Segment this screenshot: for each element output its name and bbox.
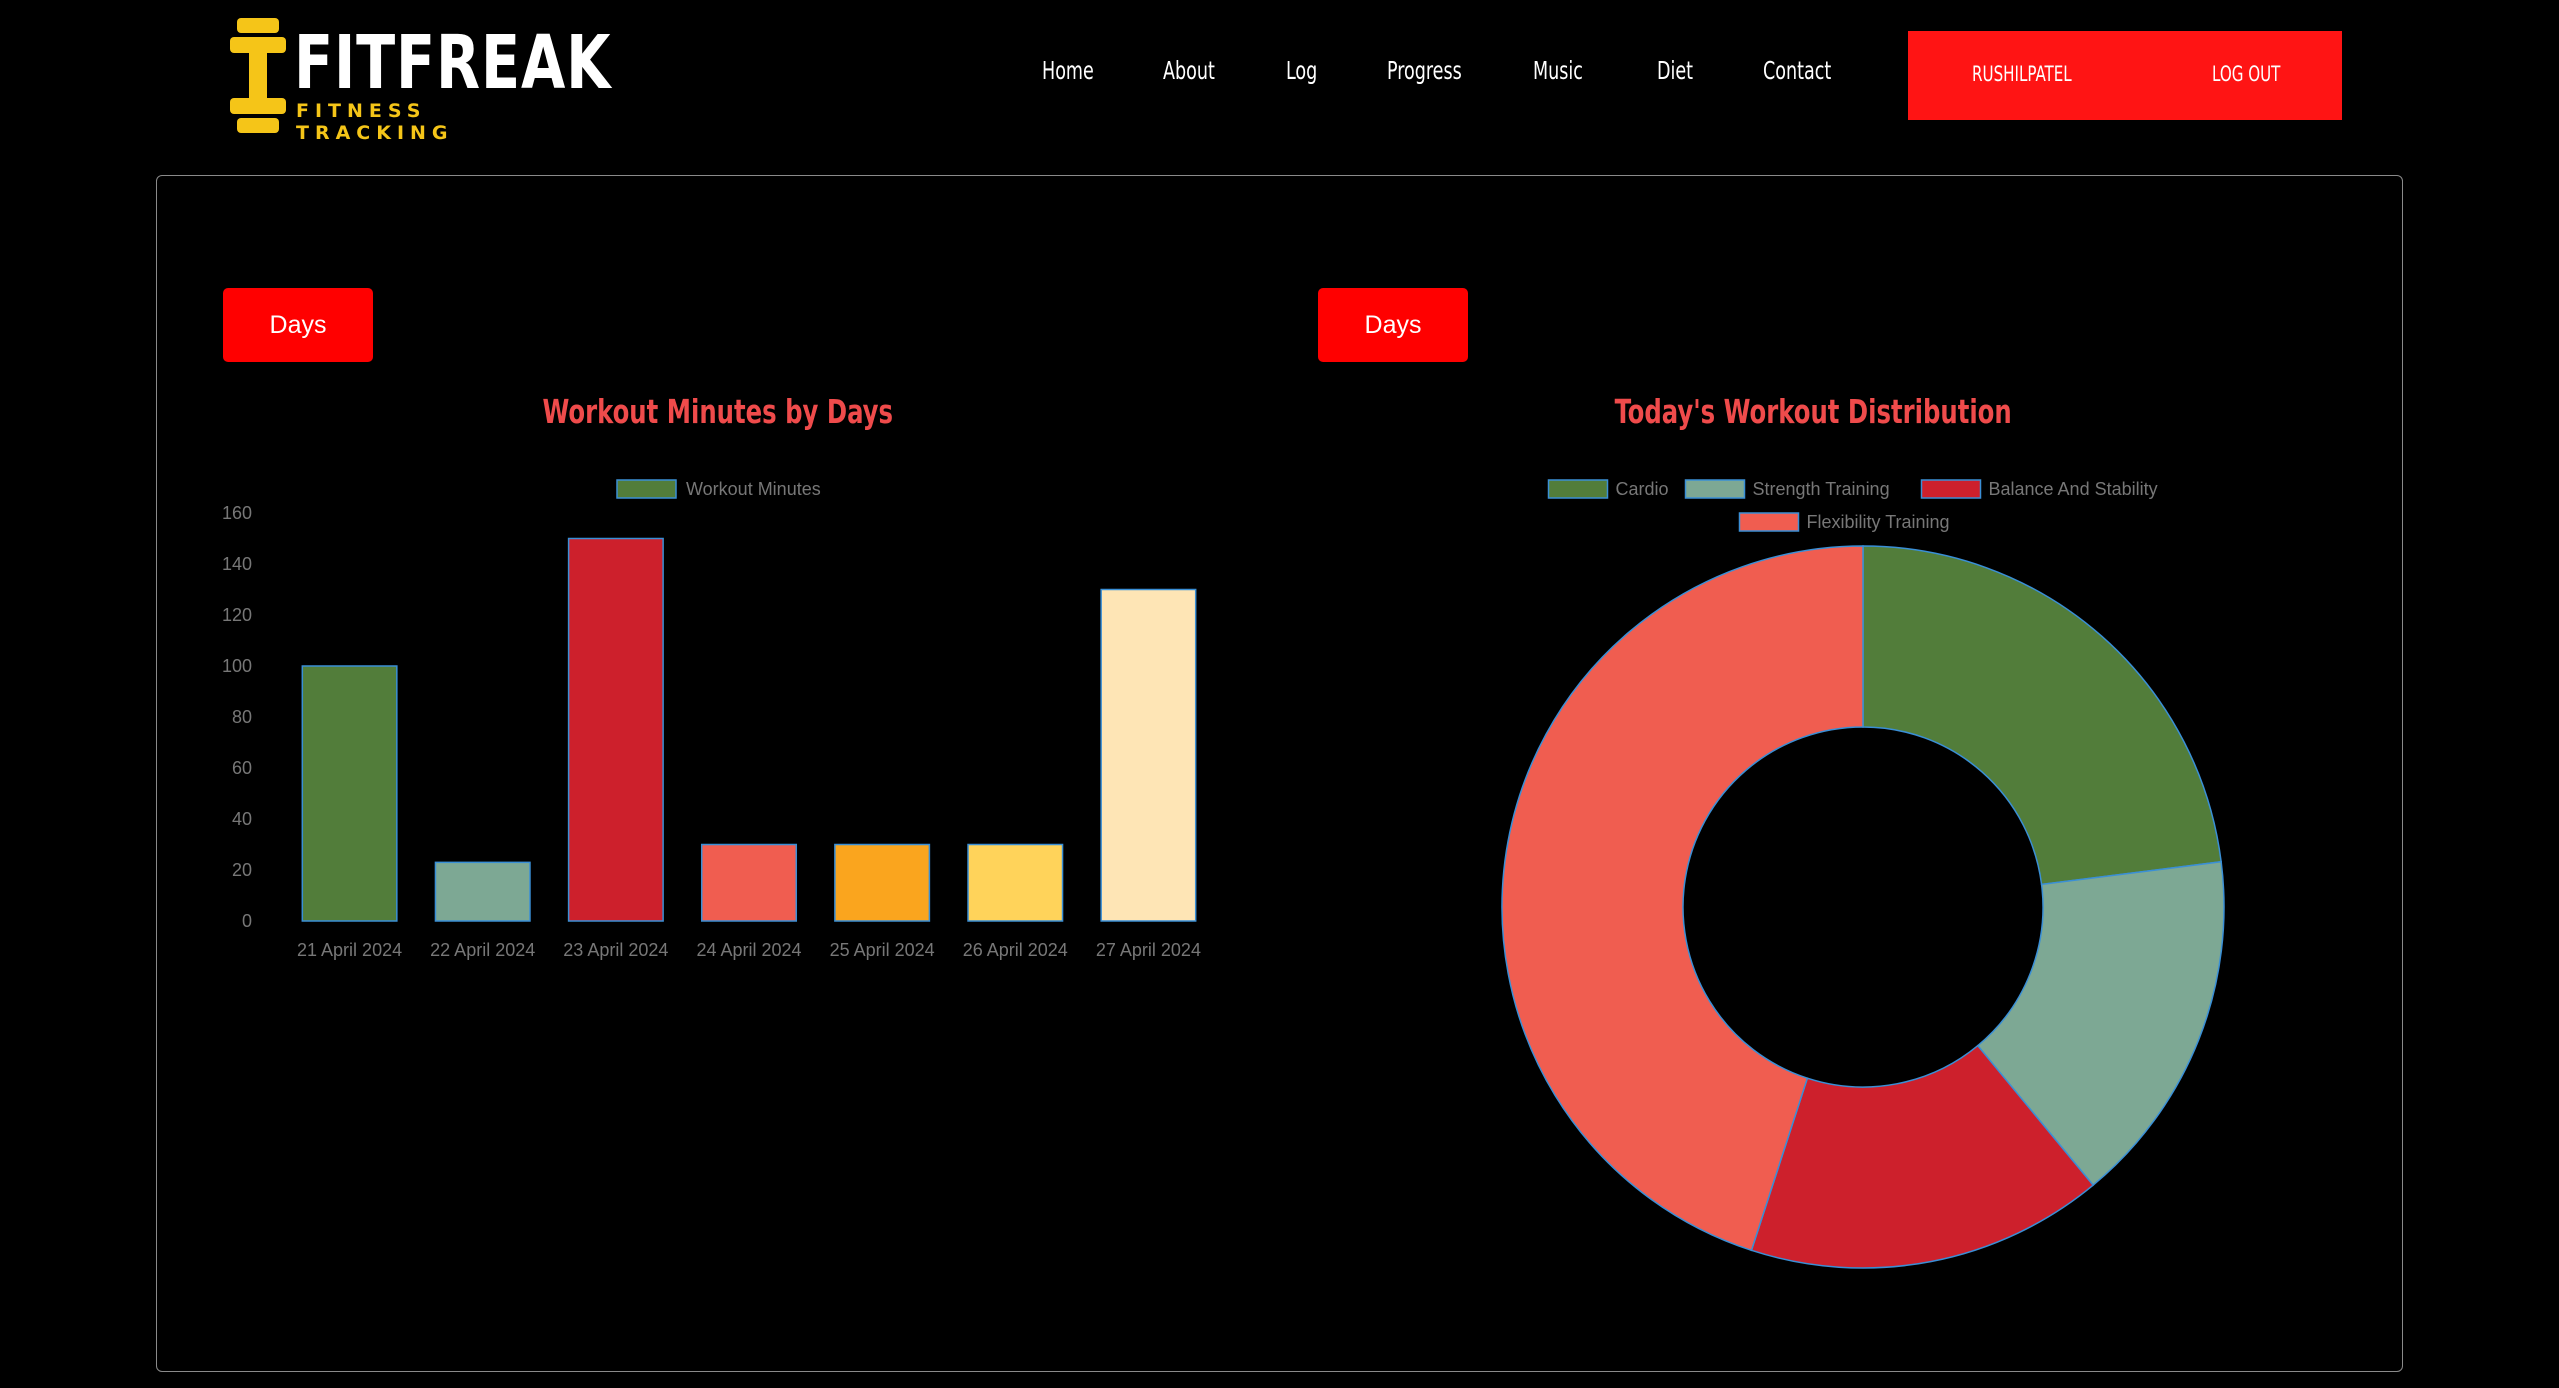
brand-name: FITFREAK <box>294 20 612 106</box>
x-tick-label: 26 April 2024 <box>963 940 1068 960</box>
bar-24-april-2024 <box>700 843 798 922</box>
x-tick-label: 25 April 2024 <box>830 940 935 960</box>
logout-button[interactable]: LOG OUT <box>2212 62 2281 86</box>
dumbbell-icon <box>230 18 286 133</box>
nav-progress[interactable]: Progress <box>1387 56 1462 85</box>
brand-tagline: FITNESS TRACKING <box>296 100 454 144</box>
slice-strength-training <box>1976 860 2225 1187</box>
nav-home[interactable]: Home <box>1042 56 1094 85</box>
legend-label: Flexibility Training <box>1807 512 1950 532</box>
y-tick-label: 20 <box>232 860 252 880</box>
bar-25-april-2024 <box>834 843 931 922</box>
legend-label: Strength Training <box>1753 479 1890 499</box>
days-filter-button-right[interactable]: Days <box>1318 288 1468 362</box>
x-tick-label: 24 April 2024 <box>696 940 801 960</box>
bar-21-april-2024 <box>301 665 398 922</box>
nav-log[interactable]: Log <box>1286 56 1318 85</box>
days-filter-button-left[interactable]: Days <box>223 288 373 362</box>
slice-balance-and-stability <box>1750 1044 2095 1269</box>
legend-swatch <box>1920 479 1982 499</box>
x-tick-label: 27 April 2024 <box>1096 940 1201 960</box>
nav-contact[interactable]: Contact <box>1763 56 1832 85</box>
legend-label: Cardio <box>1616 479 1669 499</box>
y-tick-label: 40 <box>232 809 252 829</box>
y-tick-label: 60 <box>232 758 252 778</box>
slice-flexibility-training <box>1501 545 1864 1252</box>
legend-swatch <box>1738 512 1800 532</box>
legend-swatch <box>1684 479 1746 499</box>
legend-swatch <box>616 479 677 499</box>
username-link[interactable]: RUSHILPATEL <box>1972 62 2072 86</box>
x-tick-label: 23 April 2024 <box>563 940 668 960</box>
bar-legend: Workout Minutes <box>616 479 821 499</box>
nav-music[interactable]: Music <box>1533 56 1583 85</box>
dashboard-panel <box>156 175 2403 1372</box>
bar-23-april-2024 <box>567 537 664 922</box>
y-tick-label: 160 <box>222 503 252 523</box>
y-tick-label: 100 <box>222 656 252 676</box>
bar-22-april-2024 <box>434 861 531 922</box>
brand-logo[interactable]: FITFREAK FITNESS TRACKING <box>230 18 611 144</box>
bar-26-april-2024 <box>967 843 1064 922</box>
pie-chart-title: Today's Workout Distribution <box>1614 392 2012 431</box>
bar-27-april-2024 <box>1100 588 1197 922</box>
legend-label: Balance And Stability <box>1989 479 2158 499</box>
y-tick-label: 140 <box>222 554 252 574</box>
x-tick-label: 21 April 2024 <box>297 940 402 960</box>
bar-chart-title: Workout Minutes by Days <box>542 392 894 431</box>
x-tick-label: 22 April 2024 <box>430 940 535 960</box>
y-tick-label: 0 <box>242 911 252 931</box>
y-tick-label: 120 <box>222 605 252 625</box>
nav-diet[interactable]: Diet <box>1657 56 1694 85</box>
nav-about[interactable]: About <box>1163 56 1215 85</box>
main-nav: Home About Log Progress Music Diet Conta… <box>0 56 2559 96</box>
legend-label: Workout Minutes <box>686 479 821 499</box>
y-tick-label: 80 <box>232 707 252 727</box>
user-menu: RUSHILPATEL LOG OUT <box>1908 31 2342 120</box>
legend-swatch <box>1547 479 1609 499</box>
slice-cardio <box>1862 545 2222 886</box>
pie-legend: Cardio Strength Training Balance And Stabi… <box>1547 479 2158 532</box>
